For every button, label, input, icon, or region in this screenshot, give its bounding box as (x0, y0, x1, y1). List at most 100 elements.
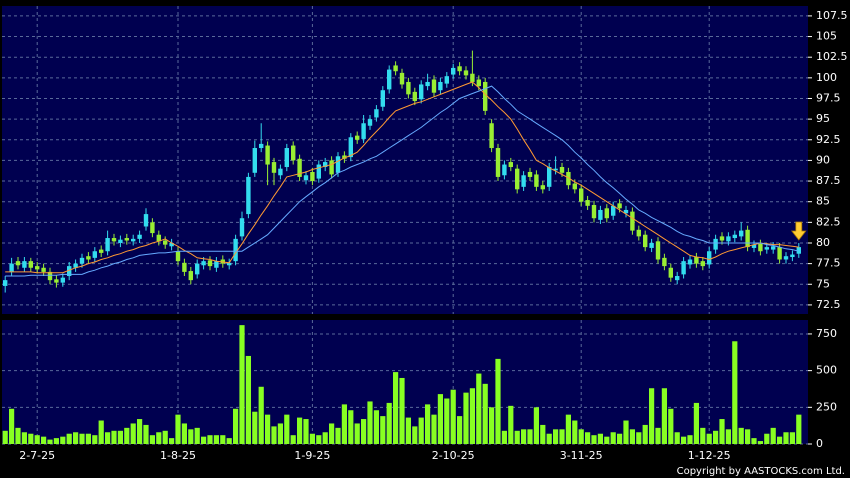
y-tick-label: 750 (816, 327, 837, 340)
candle-body (719, 236, 725, 241)
candle-body (41, 267, 46, 272)
candle-body (508, 162, 513, 168)
candle-body (355, 135, 360, 140)
volume-bar (444, 398, 450, 444)
volume-bar (66, 433, 72, 444)
candle-body (246, 176, 251, 215)
volume-bar (130, 423, 136, 444)
candle-body (150, 222, 155, 234)
x-tick-label: 1-12-25 (688, 449, 731, 462)
volume-bar (117, 430, 123, 444)
volume-bar (482, 383, 488, 444)
candle-body (278, 168, 283, 176)
volume-bar (681, 436, 687, 444)
candle-body (540, 185, 545, 190)
volume-bar (239, 325, 245, 444)
volume-bar (412, 426, 418, 444)
candle-body (35, 266, 40, 270)
candle-body (681, 261, 686, 275)
candle-body (111, 238, 117, 242)
candle-body (470, 73, 475, 82)
candle-body (687, 259, 693, 265)
candle-body (316, 164, 321, 179)
volume-bar (277, 423, 283, 444)
candle-body (60, 277, 65, 283)
candle-body (124, 238, 129, 241)
candle-body (380, 90, 385, 107)
candle-body (22, 261, 27, 268)
volume-bar (41, 436, 47, 444)
volume-bar (79, 433, 85, 444)
candle-body (431, 79, 437, 93)
candle-body (585, 200, 590, 206)
volume-bar (162, 430, 168, 444)
candle-body (175, 251, 181, 262)
volume-bar (28, 433, 34, 444)
candle-body (591, 205, 597, 219)
candle-body (604, 208, 609, 219)
copyright: Copyright by AASTOCKS.com Ltd. (677, 466, 845, 477)
candle-body (367, 119, 373, 126)
candle-body (425, 81, 430, 87)
volume-bar (34, 435, 40, 444)
volume-bar (553, 429, 559, 444)
y-tick-label: 87.5 (816, 174, 841, 187)
candle-body (771, 246, 776, 250)
candle-body (732, 234, 737, 239)
x-tick-label: 3-11-25 (560, 449, 603, 462)
candle-body (694, 257, 699, 264)
volume-bar (258, 386, 264, 444)
volume-bar (585, 432, 591, 444)
candle-body (291, 145, 296, 161)
volume-bar (124, 427, 130, 444)
volume-bar (297, 417, 303, 444)
volume-bar (469, 388, 475, 444)
volume-bar (316, 435, 322, 444)
volume-bar (757, 441, 763, 444)
candle-body (28, 261, 33, 268)
volume-bar (309, 433, 315, 444)
volume-bar (201, 436, 207, 444)
volume-bar (290, 435, 296, 444)
volume-bar (9, 408, 15, 444)
volume-bar (60, 436, 66, 444)
candle-body (643, 234, 648, 248)
candle-body (707, 251, 712, 265)
x-tick-label: 1-9-25 (294, 449, 330, 462)
candle-body (534, 174, 539, 187)
candle-body (527, 171, 533, 177)
candle-body (463, 70, 469, 76)
volume-bar (175, 414, 181, 444)
volume-bar (73, 432, 79, 444)
candle-body (207, 260, 213, 267)
volume-bar (361, 419, 367, 444)
volume-bar (322, 432, 328, 444)
volume-bar (508, 405, 514, 444)
candle-body (598, 209, 603, 220)
candle-body (438, 81, 443, 91)
volume-bar (348, 410, 354, 444)
volume-bar (713, 430, 719, 444)
volume-bar (450, 389, 456, 444)
volume-bar (578, 429, 584, 444)
candle-body (131, 238, 136, 242)
candle-body (303, 175, 309, 181)
volume-bar (719, 419, 725, 444)
y-tick-label: 250 (816, 400, 837, 413)
candle-body (163, 240, 168, 245)
candle-body (406, 81, 411, 95)
volume-bar (463, 392, 469, 444)
candle-body (739, 230, 744, 237)
volume-bar (489, 407, 495, 444)
volume-bar (764, 433, 770, 444)
x-tick-label: 1-8-25 (160, 449, 196, 462)
volume-bar (335, 427, 341, 444)
candle-body (547, 167, 552, 187)
y-tick-label: 77.5 (816, 257, 841, 270)
volume-bar (53, 438, 59, 444)
candle-body (662, 257, 667, 267)
volume-bar (457, 416, 463, 444)
volume-bar (194, 427, 200, 444)
y-tick-label: 0 (816, 437, 823, 450)
y-tick-label: 102.5 (816, 50, 848, 63)
